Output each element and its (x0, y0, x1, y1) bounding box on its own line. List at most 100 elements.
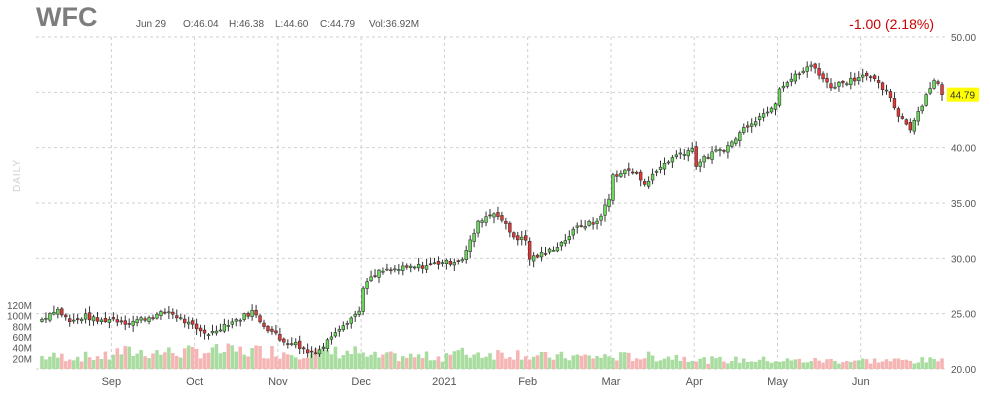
volume-bar (551, 359, 556, 369)
volume-bar (785, 358, 790, 369)
candle-body (488, 214, 492, 217)
candle-body (246, 312, 250, 317)
candle-body (151, 317, 155, 320)
volume-bar (305, 357, 310, 369)
volume-bar (464, 354, 469, 369)
volume-bar (845, 360, 849, 369)
candle-body (742, 127, 746, 133)
volume-bar (678, 360, 683, 369)
volume-tick-label: 120M (7, 301, 32, 312)
volume-bar (44, 359, 48, 369)
volume-bar (436, 356, 441, 369)
volume-bar (504, 358, 508, 369)
candle-body (309, 350, 314, 353)
candle-body (452, 262, 457, 266)
volume-bar (452, 351, 457, 369)
volume-bar (115, 348, 120, 369)
volume-bar (492, 359, 496, 369)
candle-body (278, 334, 282, 341)
candle-body (238, 319, 242, 322)
candle-body (321, 346, 326, 349)
volume-bar (282, 352, 286, 369)
candle-body (551, 250, 556, 252)
header-date: Jun 29 (136, 19, 167, 30)
candle-body (357, 310, 361, 315)
candle-body (896, 108, 901, 117)
volume-bar (924, 362, 928, 369)
volume-bar (472, 354, 476, 369)
candle-body (666, 161, 671, 164)
volume-bar (872, 358, 877, 369)
candle-body (298, 340, 302, 349)
volume-bar (523, 356, 528, 369)
candle-body (369, 276, 373, 282)
volume-bar (587, 355, 591, 369)
candle-body (591, 222, 595, 225)
volume-bar (805, 362, 809, 369)
volume-bar (266, 358, 270, 369)
volume-bar (119, 354, 124, 369)
volume-bar (289, 355, 294, 369)
volume-bar (123, 346, 128, 369)
volume-bar (623, 352, 627, 369)
volume-bar (107, 359, 112, 369)
volume-bar (87, 357, 92, 369)
volume-bar (167, 347, 171, 369)
candle-body (607, 198, 611, 207)
candle-body (531, 255, 536, 262)
volume-bar (904, 359, 909, 369)
volume-bar (71, 360, 76, 369)
volume-bar (515, 350, 520, 369)
candle-body (595, 220, 599, 224)
volume-bar (722, 361, 726, 369)
candle-body (793, 73, 798, 82)
candle-body (833, 86, 837, 89)
candle-body (111, 317, 116, 320)
volume-bar (793, 359, 798, 369)
candle-body (119, 320, 123, 323)
candle-body (226, 325, 231, 327)
volume-bar (432, 360, 437, 369)
candle-body (381, 270, 385, 273)
candle-body (635, 171, 639, 174)
candle-body (492, 213, 496, 218)
candle-body (520, 236, 524, 240)
candle-body (72, 319, 76, 322)
candle-body (750, 123, 754, 127)
candle-body (286, 343, 290, 345)
volume-bar (175, 355, 179, 369)
candle-body (623, 169, 627, 174)
candle-body (44, 317, 48, 320)
volume-bar (301, 358, 306, 369)
candle-body (198, 327, 203, 332)
candle-body (563, 240, 568, 244)
volume-bar (377, 357, 381, 369)
volume-bar (932, 358, 936, 369)
candle-body (290, 343, 294, 345)
candle-body (872, 75, 877, 79)
candle-body (650, 173, 655, 181)
candle-body (583, 226, 587, 229)
candle-body (908, 122, 912, 131)
candle-body (341, 325, 346, 331)
candle-body (658, 166, 663, 170)
candle-body (900, 116, 905, 119)
candle-body (222, 323, 227, 332)
volume-bar (868, 363, 873, 369)
candle-body (345, 323, 349, 325)
candle-body (698, 161, 702, 167)
volume-bar (448, 354, 453, 369)
volume-bar (853, 360, 857, 369)
volume-bar (627, 352, 631, 369)
candle-body (753, 121, 758, 126)
volume-tick-label: 60M (13, 333, 32, 344)
candle-body (68, 318, 72, 323)
candle-body (186, 321, 191, 325)
volume-bar (91, 359, 96, 369)
candle-body (642, 181, 647, 185)
volume-bar (543, 351, 548, 369)
volume-bar (397, 361, 401, 369)
volume-bar (60, 353, 64, 369)
volume-bar (206, 352, 211, 369)
